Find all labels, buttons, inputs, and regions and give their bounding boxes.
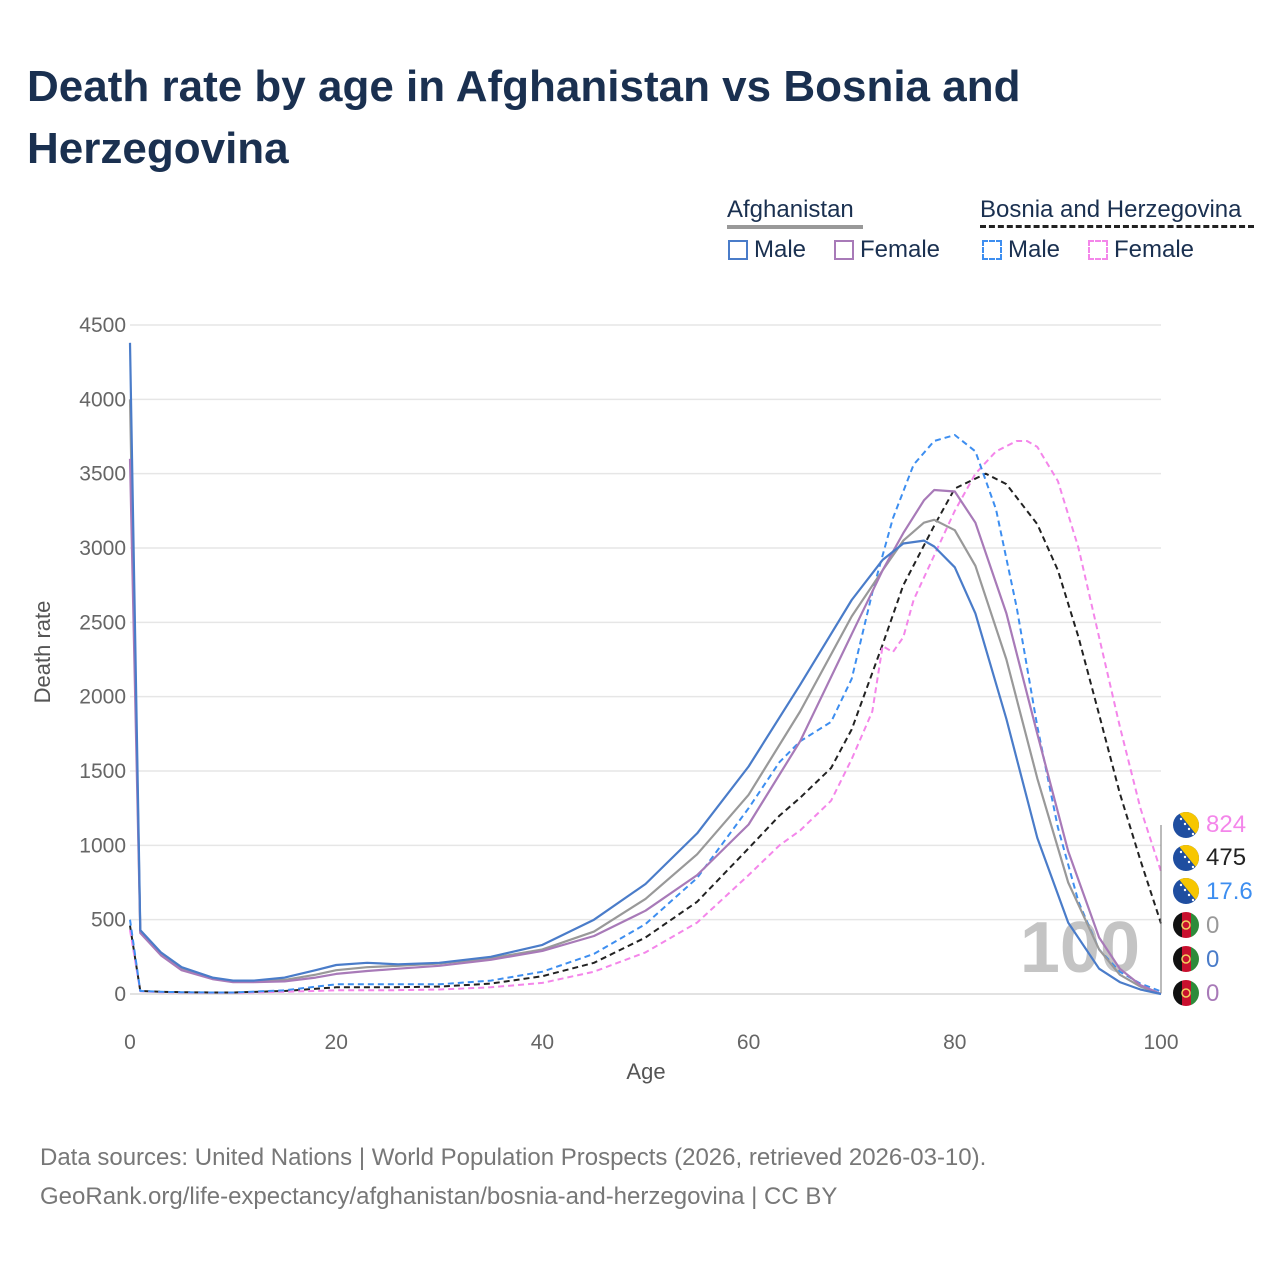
y-tick-label: 500: [91, 909, 126, 932]
end-labels: 824 475 17.6 0 0 0: [1173, 811, 1253, 1007]
y-tick-label: 3000: [79, 537, 126, 560]
legend-label: Male: [1008, 236, 1061, 263]
x-tick-label: 0: [124, 1031, 136, 1054]
legend-item-afghanistan-female[interactable]: Female: [834, 236, 940, 264]
legend-swatch: [728, 240, 748, 260]
legend-label: Female: [1114, 236, 1195, 263]
legend-group-afghanistan-line: [727, 225, 863, 229]
legend-item-bosnia-male[interactable]: Male: [982, 236, 1060, 264]
y-tick-label: 2500: [79, 611, 126, 634]
x-axis: 0 20 40 60 80 100: [124, 1031, 1178, 1054]
x-axis-title: Age: [626, 1059, 665, 1084]
legend-swatch: [1088, 240, 1108, 260]
y-axis-title: Death rate: [30, 601, 55, 704]
legend-group-bosnia[interactable]: Bosnia and Herzegovina: [980, 196, 1242, 223]
legend-label: Male: [754, 236, 807, 263]
legend-group-afghanistan[interactable]: Afghanistan: [727, 196, 854, 223]
end-label-bosnia-male: 17.6: [1206, 878, 1253, 905]
grid-lines: [130, 324, 1161, 995]
bosnia-flag-icon: [1173, 812, 1199, 838]
x-tick-label: 40: [531, 1031, 554, 1054]
end-label-afghanistan-female: 0: [1206, 980, 1219, 1007]
y-tick-label: 3500: [79, 463, 126, 486]
series-line-afghanistan-male[interactable]: [128, 342, 1162, 996]
y-tick-label: 0: [114, 983, 126, 1006]
footer-sources: Data sources: United Nations | World Pop…: [40, 1144, 987, 1171]
end-label-afghanistan-total: 0: [1206, 912, 1219, 939]
footer-link[interactable]: GeoRank.org/life-expectancy/afghanistan/…: [40, 1183, 838, 1210]
y-tick-label: 4500: [79, 314, 126, 337]
legend-swatch: [834, 240, 854, 260]
x-tick-label: 80: [943, 1031, 966, 1054]
legend-swatch: [982, 240, 1002, 260]
end-label-afghanistan-male: 0: [1206, 946, 1219, 973]
legend-label: Female: [860, 236, 941, 263]
y-tick-label: 4000: [79, 388, 126, 411]
y-tick-label: 1000: [79, 834, 126, 857]
afghanistan-flag-icon: [1173, 912, 1199, 938]
x-tick-label: 20: [325, 1031, 348, 1054]
afghanistan-flag-icon: [1173, 980, 1199, 1006]
legend-group-bosnia-line: [980, 225, 1254, 228]
end-label-bosnia-female: 824: [1206, 811, 1246, 838]
x-tick-label: 100: [1143, 1031, 1178, 1054]
series-line-bosnia-and-herzegovina-female[interactable]: [129, 440, 1162, 994]
bosnia-flag-icon: [1173, 878, 1199, 904]
end-label-bosnia-total: 475: [1206, 844, 1246, 871]
bosnia-flag-icon: [1173, 845, 1199, 871]
series-line-afghanistan-female[interactable]: [128, 458, 1162, 996]
footer: Data sources: United Nations | World Pop…: [40, 1138, 986, 1216]
chart-title: Death rate by age in Afghanistan vs Bosn…: [27, 62, 1021, 173]
y-tick-label: 1500: [79, 760, 126, 783]
series-line-bosnia-and-herzegovina-male[interactable]: [129, 434, 1162, 994]
y-axis: 0 500 1000 1500 2000 2500 3000 3500 4000 4500: [79, 314, 126, 1006]
series-layer: [128, 342, 1162, 996]
y-tick-label: 2000: [79, 686, 126, 709]
series-line-bosnia-and-herzegovina-total[interactable]: [129, 472, 1162, 994]
legend-item-afghanistan-male[interactable]: Male: [728, 236, 806, 264]
legend-item-bosnia-female[interactable]: Female: [1088, 236, 1194, 264]
x-tick-label: 60: [737, 1031, 760, 1054]
afghanistan-flag-icon: [1173, 946, 1199, 972]
